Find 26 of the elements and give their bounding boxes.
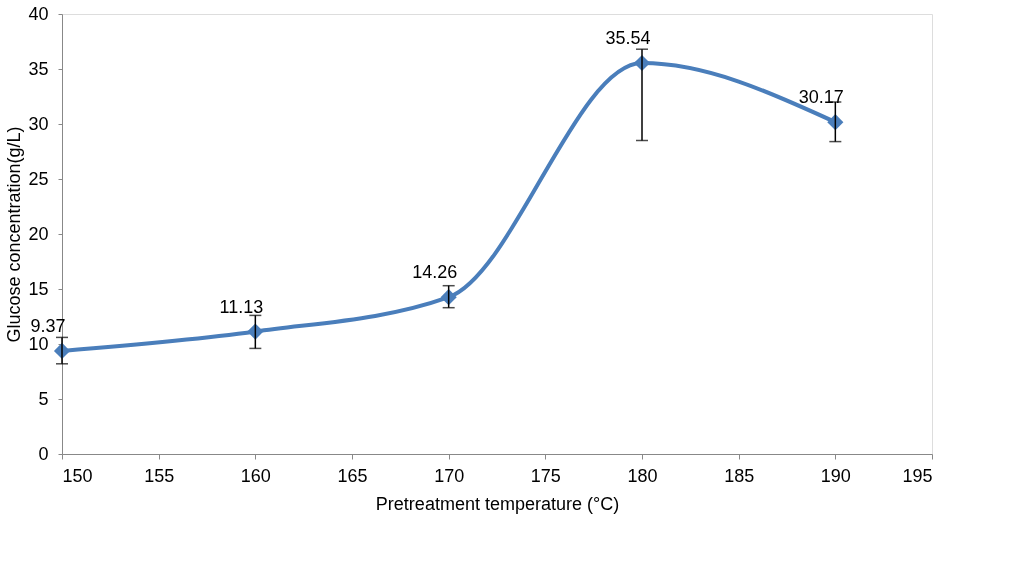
data-label: 9.37 xyxy=(30,315,66,336)
x-tick-label: 150 xyxy=(62,465,93,486)
x-tick-label: 190 xyxy=(820,465,851,486)
x-tick-label: 160 xyxy=(240,465,271,486)
data-label: 35.54 xyxy=(605,28,651,49)
x-axis-title: Pretreatment temperature (°C) xyxy=(375,493,620,514)
data-label: 30.17 xyxy=(798,87,844,108)
y-tick-label: 30 xyxy=(28,113,49,134)
y-axis-title: Glucose concentration(g/L) xyxy=(4,126,25,343)
data-label: 11.13 xyxy=(219,296,264,317)
y-tick-label: 20 xyxy=(28,223,49,244)
y-tick-label: 25 xyxy=(28,168,49,189)
x-tick-label: 175 xyxy=(530,465,561,486)
y-tick-label: 0 xyxy=(38,443,49,464)
y-tick-label: 5 xyxy=(38,388,49,409)
x-tick-label: 180 xyxy=(627,465,658,486)
x-tick-label: 185 xyxy=(724,465,755,486)
y-tick-label: 35 xyxy=(28,58,49,79)
y-tick-label: 10 xyxy=(28,333,49,354)
y-tick-label: 40 xyxy=(28,3,49,24)
y-tick-label: 15 xyxy=(28,278,49,299)
x-tick-label: 165 xyxy=(337,465,368,486)
x-tick-label: 170 xyxy=(434,465,465,486)
x-tick-label: 155 xyxy=(144,465,175,486)
x-tick-label: 195 xyxy=(902,465,933,486)
data-label: 14.26 xyxy=(412,262,458,283)
